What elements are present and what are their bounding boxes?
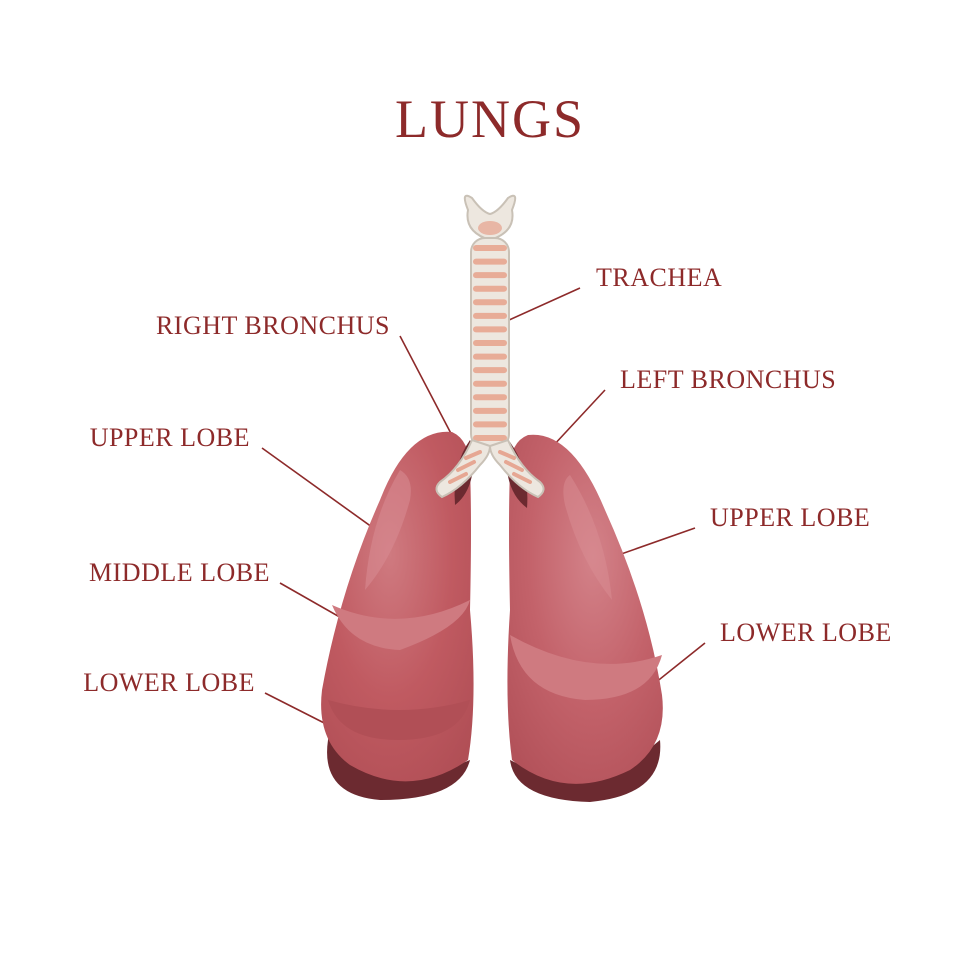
diagram-stage: LUNGS TRACHEA RIGHT BRONCHUS LEFT BRONCHUS… <box>0 0 980 980</box>
label-r_middle_lobe: MIDDLE LOBE <box>89 558 270 588</box>
label-r_lower_lobe: LOWER LOBE <box>83 668 255 698</box>
label-trachea: TRACHEA <box>596 263 722 293</box>
label-right_bronchus: RIGHT BRONCHUS <box>156 311 390 341</box>
label-l_upper_lobe: UPPER LOBE <box>710 503 870 533</box>
label-left_bronchus: LEFT BRONCHUS <box>620 365 836 395</box>
label-l_lower_lobe: LOWER LOBE <box>720 618 892 648</box>
label-r_upper_lobe: UPPER LOBE <box>90 423 250 453</box>
diagram-title: LUNGS <box>0 88 980 150</box>
